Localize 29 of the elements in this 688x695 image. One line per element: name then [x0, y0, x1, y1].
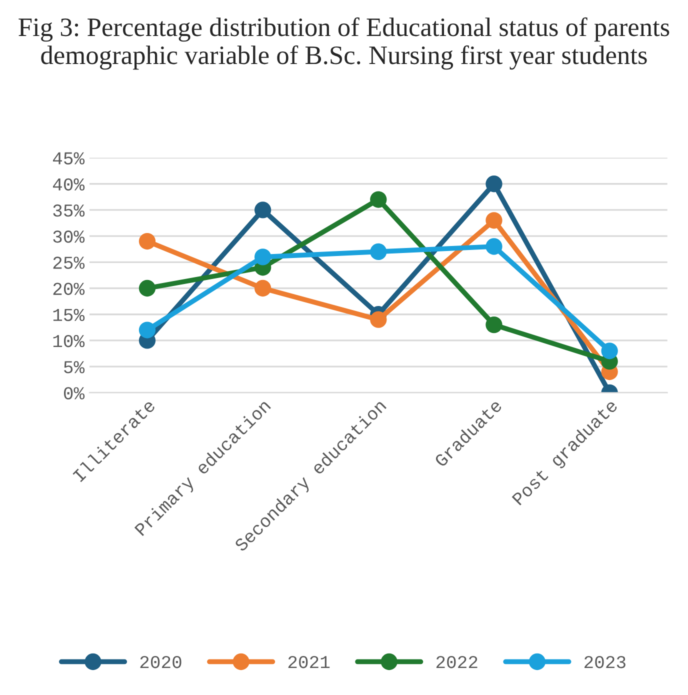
legend-label: 2022 — [436, 656, 478, 668]
point — [138, 322, 156, 338]
y-tick-label: 25% — [53, 256, 85, 269]
y-tick-label: 10% — [53, 334, 85, 348]
point — [138, 232, 156, 250]
point — [486, 212, 502, 229]
point — [370, 243, 387, 260]
legend-label: 2020 — [140, 656, 182, 668]
point — [370, 311, 387, 328]
legend-label: 2023 — [584, 656, 626, 668]
y-tick-label: 30% — [53, 230, 85, 243]
legend-label: 2021 — [288, 656, 330, 668]
point — [254, 280, 272, 297]
point — [254, 202, 272, 218]
y-tick-label: 5% — [64, 361, 85, 374]
y-tick-label: 35% — [53, 204, 85, 217]
y-tick-label: 15% — [53, 308, 85, 322]
point — [486, 238, 502, 255]
y-tick-label: 20% — [53, 282, 85, 295]
point — [601, 342, 618, 360]
point — [138, 280, 156, 297]
y-tick-label: 0% — [64, 387, 85, 400]
chart-title: Fig 3: Percentage distribution of Educational status of parents demographic variable of B.Sc. Nursing first year students — [18, 17, 670, 70]
point — [254, 248, 272, 266]
point — [486, 316, 502, 334]
y-tick-label: 40% — [52, 178, 85, 191]
point — [370, 191, 387, 208]
point — [486, 176, 502, 192]
y-tick-label: 45% — [52, 152, 85, 164]
